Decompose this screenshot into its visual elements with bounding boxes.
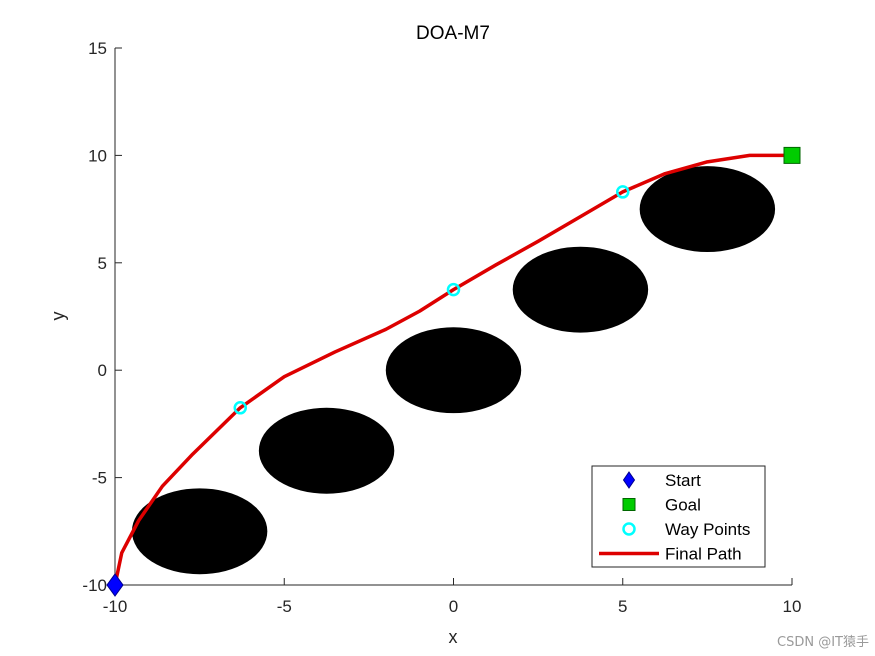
final-path-line xyxy=(113,153,794,587)
legend-label: Final Path xyxy=(665,545,742,564)
obstacles xyxy=(131,166,776,575)
legend-swatch-start xyxy=(622,471,636,489)
y-tick-label: 10 xyxy=(88,146,107,165)
x-tick-label: -10 xyxy=(103,597,128,616)
legend: Start Goal Way Points Final Path xyxy=(591,465,766,568)
y-tick-label: 0 xyxy=(98,361,107,380)
obstacle-4 xyxy=(512,246,649,333)
x-tick-label: 10 xyxy=(783,597,802,616)
start-marker xyxy=(106,573,124,597)
path-layer xyxy=(113,153,794,587)
legend-swatch-way-points xyxy=(622,522,636,536)
obstacle-5 xyxy=(639,166,776,253)
y-tick-label: 5 xyxy=(98,254,107,273)
watermark: CSDN @IT猿手 xyxy=(777,635,869,650)
y-tick-label: 15 xyxy=(88,39,107,58)
x-axis-label: x xyxy=(449,627,458,647)
x-tick-label: 5 xyxy=(618,597,627,616)
way-points-marker xyxy=(446,282,461,297)
legend-box xyxy=(591,465,766,568)
markers xyxy=(106,146,801,597)
axes: -10 -5 0 5 10 -10 -5 0 5 10 15 xyxy=(82,39,801,616)
goal-marker xyxy=(783,146,801,164)
y-axis-label: y xyxy=(48,312,68,321)
way-points-marker xyxy=(616,185,630,199)
x-tick-label: 0 xyxy=(449,597,458,616)
legend-label: Start xyxy=(665,471,701,490)
chart-title: DOA-M7 xyxy=(416,23,490,44)
x-tick-label: -5 xyxy=(277,597,292,616)
legend-label: Goal xyxy=(665,496,701,515)
obstacle-2 xyxy=(258,407,395,494)
legend-swatch-goal xyxy=(622,498,636,511)
way-points-marker xyxy=(233,401,247,415)
obstacle-3 xyxy=(385,327,522,414)
y-tick-label: -10 xyxy=(82,576,107,595)
legend-label: Way Points xyxy=(665,520,750,539)
y-tick-label: -5 xyxy=(92,469,107,488)
obstacle-1 xyxy=(131,488,268,575)
